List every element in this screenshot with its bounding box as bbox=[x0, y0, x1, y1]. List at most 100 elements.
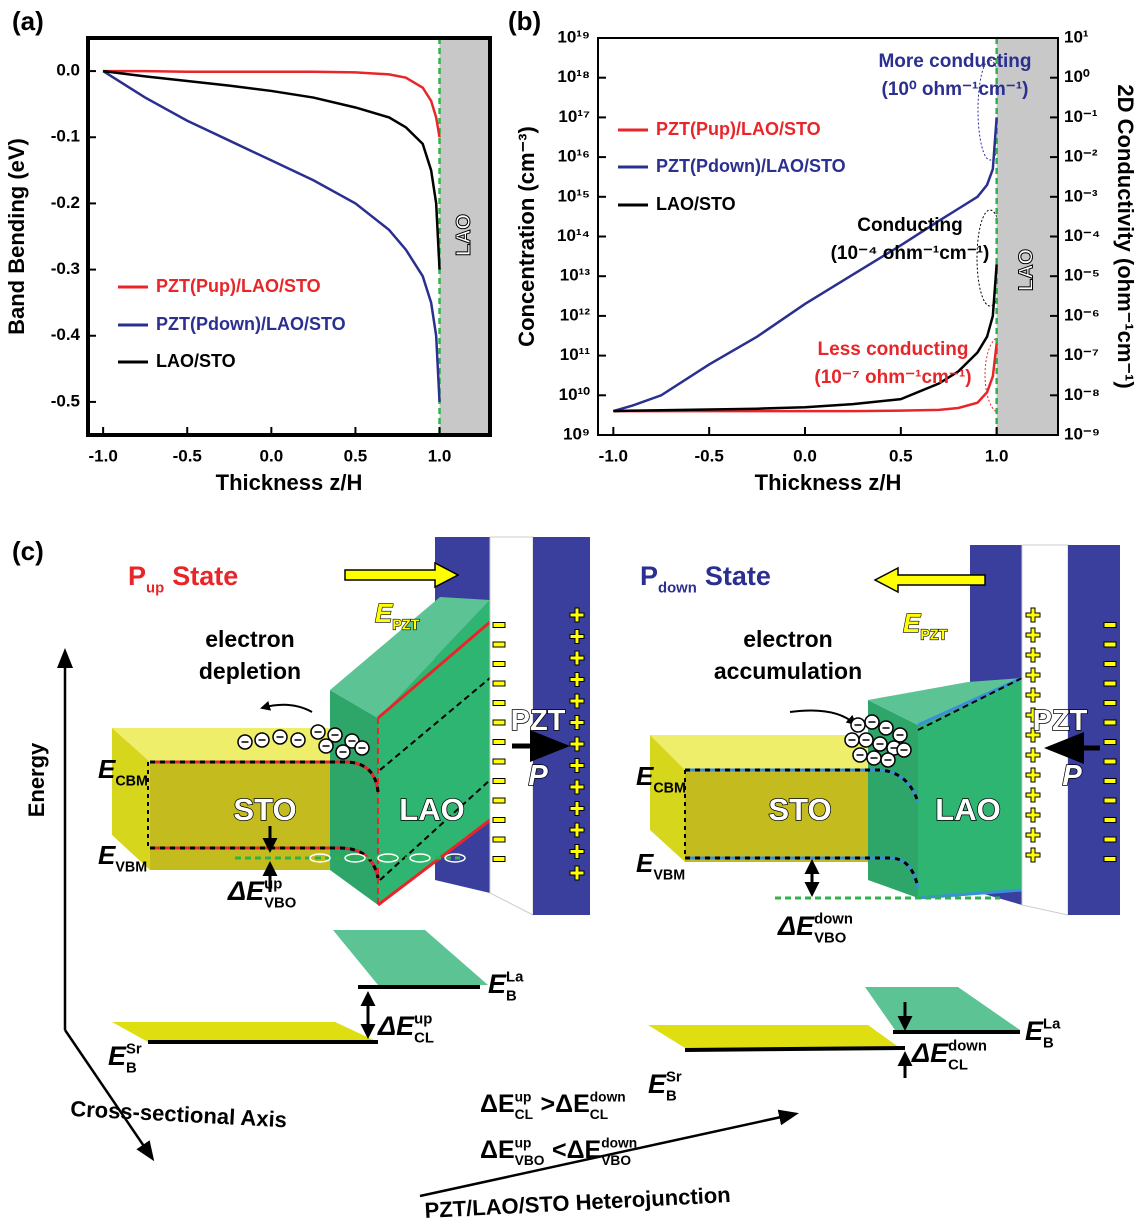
y2-tick-label: 10¹ bbox=[1064, 27, 1089, 46]
x-axis-label: Thickness z/H bbox=[216, 470, 363, 495]
annotation: (10⁰ ohm⁻¹cm⁻¹) bbox=[882, 79, 1029, 100]
la-level-label: La bbox=[506, 970, 524, 986]
sr-line bbox=[684, 1046, 906, 1052]
vbm-label: E bbox=[636, 848, 654, 878]
dvbo-label: down bbox=[814, 912, 853, 928]
state-title: State bbox=[705, 561, 771, 591]
annotation: (10⁻⁴ ohm⁻¹cm⁻¹) bbox=[831, 243, 990, 264]
y-tick-label: 10¹⁴ bbox=[557, 226, 590, 245]
sto-front bbox=[150, 762, 378, 870]
positive-charge bbox=[569, 758, 585, 773]
cbm-line bbox=[685, 768, 920, 803]
negative-charge bbox=[492, 622, 506, 628]
sr-level-label: E bbox=[108, 1041, 127, 1071]
negative-charge bbox=[492, 778, 506, 784]
positive-charge bbox=[1025, 767, 1041, 783]
y2-tick-label: 10⁻⁹ bbox=[1064, 424, 1100, 443]
panel-label: (b) bbox=[508, 6, 541, 36]
y-tick-label: 10¹¹ bbox=[560, 345, 591, 364]
y2-tick-label: 10⁻³ bbox=[1064, 186, 1098, 205]
field-arrow bbox=[344, 561, 460, 589]
polarization-label: P bbox=[1062, 760, 1082, 792]
lao-front bbox=[918, 678, 1022, 898]
axis-label: Energy bbox=[24, 742, 49, 817]
panel-label: (c) bbox=[12, 536, 44, 566]
curved-arrow bbox=[260, 700, 313, 713]
sto-front bbox=[685, 770, 918, 862]
negative-charge bbox=[1103, 758, 1117, 765]
hole bbox=[444, 853, 466, 863]
sr-level-label: B bbox=[126, 1061, 137, 1077]
lao-edge bbox=[377, 818, 491, 907]
la-level bbox=[865, 987, 1020, 1030]
legend-label: PZT(Pup)/LAO/STO bbox=[656, 119, 821, 139]
y2-tick-label: 10⁻⁷ bbox=[1064, 345, 1099, 364]
negative-charge bbox=[1103, 719, 1117, 726]
x-axis-label: Thickness z/H bbox=[755, 470, 902, 495]
panel-label: (a) bbox=[12, 6, 44, 36]
sr-level bbox=[648, 1025, 900, 1048]
cbm-label: E bbox=[636, 761, 654, 791]
state-title: P bbox=[640, 561, 658, 591]
positive-charge bbox=[1025, 707, 1041, 723]
x-tick-label: 1.0 bbox=[428, 446, 452, 465]
negative-charge bbox=[1103, 700, 1117, 706]
cbm-label: CBM bbox=[653, 780, 686, 796]
positive-charge bbox=[569, 736, 585, 752]
data-line bbox=[612, 117, 998, 413]
layer-label: LAO bbox=[935, 792, 1000, 827]
negative-charge bbox=[492, 739, 506, 745]
y2-tick-label: 10⁰ bbox=[1064, 67, 1090, 86]
negative-charge bbox=[492, 817, 506, 823]
positive-charge bbox=[1025, 687, 1041, 703]
sto-side bbox=[650, 735, 685, 862]
y2-tick-label: 10⁻⁶ bbox=[1064, 305, 1100, 324]
comparison: ΔE bbox=[555, 1090, 590, 1118]
lao-front bbox=[378, 600, 490, 905]
dvbo-label: ΔE bbox=[777, 911, 815, 941]
data-line bbox=[102, 70, 441, 402]
y-tick-label: 10¹⁹ bbox=[557, 27, 590, 46]
x-tick-label: 0.0 bbox=[793, 446, 817, 465]
legend-label: LAO/STO bbox=[656, 194, 736, 214]
legend-label: LAO/STO bbox=[156, 351, 236, 371]
negative-charge bbox=[492, 700, 506, 706]
positive-charge bbox=[1025, 787, 1041, 803]
lao-top bbox=[868, 678, 1022, 725]
x-tick-label: 0.5 bbox=[344, 446, 368, 465]
vbm-label: VBM bbox=[115, 859, 147, 875]
positive-charge bbox=[569, 865, 585, 881]
y2-tick-label: 10⁻¹ bbox=[1064, 107, 1098, 126]
y-tick-label: -0.3 bbox=[51, 259, 80, 278]
dcl-label: ΔE bbox=[911, 1038, 949, 1068]
negative-charge bbox=[1103, 739, 1117, 745]
negative-charge bbox=[1103, 797, 1117, 804]
plot-frame bbox=[86, 36, 492, 437]
sr-level-label: E bbox=[648, 1069, 667, 1099]
positive-charge bbox=[569, 844, 585, 859]
cbm-label: E bbox=[98, 754, 116, 784]
negative-charge bbox=[492, 836, 506, 843]
hole bbox=[344, 853, 366, 863]
y-tick-label: 10¹⁸ bbox=[557, 67, 590, 86]
diagram-shapes bbox=[57, 59, 1120, 1198]
negative-charge bbox=[492, 680, 506, 687]
lao-side bbox=[330, 690, 378, 905]
positive-charge bbox=[1025, 807, 1041, 823]
comparison: down bbox=[601, 1136, 637, 1151]
positive-charge bbox=[1025, 607, 1041, 623]
dvbo-label: up bbox=[264, 877, 282, 893]
dvbo-label: VBO bbox=[814, 931, 846, 947]
positive-charge bbox=[1025, 647, 1041, 663]
curved-arrow bbox=[789, 709, 857, 726]
comparison: > bbox=[541, 1090, 556, 1118]
cbm-label: CBM bbox=[115, 773, 148, 789]
polarization-label: P bbox=[528, 760, 548, 792]
process-label: depletion bbox=[199, 658, 301, 684]
comparison: ΔE bbox=[480, 1090, 515, 1118]
sr-level-label: B bbox=[666, 1089, 677, 1105]
plot-frame bbox=[597, 37, 1059, 436]
layer-label: LAO bbox=[399, 792, 464, 827]
field-label: PZT bbox=[920, 627, 947, 643]
